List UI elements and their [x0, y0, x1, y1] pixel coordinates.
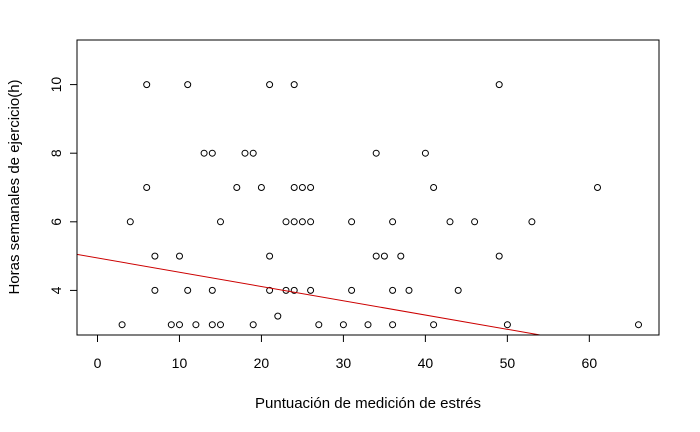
x-tick-label: 60 — [582, 355, 598, 371]
data-point — [208, 321, 216, 329]
data-point — [454, 286, 462, 294]
y-axis: 4 6 8 10 — [48, 77, 78, 294]
y-tick-label: 8 — [48, 149, 64, 157]
data-point — [348, 286, 356, 294]
data-point — [143, 184, 151, 191]
data-point — [495, 252, 503, 260]
y-axis-title: Horas semanales de ejercicio(h) — [6, 79, 23, 294]
data-point — [594, 184, 601, 191]
data-point — [249, 321, 257, 329]
x-axis-title: Puntuación de medición de estrés — [255, 395, 481, 412]
data-point — [176, 321, 183, 329]
data-point — [446, 218, 454, 226]
data-points — [118, 81, 642, 329]
data-point — [290, 81, 298, 89]
x-tick-label: 0 — [94, 355, 102, 371]
data-point — [430, 184, 438, 191]
data-point — [118, 321, 126, 329]
y-tick-label: 6 — [48, 218, 64, 226]
data-point — [266, 252, 274, 260]
data-point — [421, 149, 429, 157]
data-point — [266, 81, 274, 89]
data-point — [200, 149, 208, 157]
data-point — [241, 149, 249, 157]
data-point — [397, 252, 405, 260]
data-point — [176, 252, 183, 260]
data-point — [192, 321, 200, 329]
y-tick-label: 4 — [48, 286, 64, 294]
data-point — [495, 81, 503, 89]
data-point — [208, 286, 216, 294]
data-point — [151, 286, 159, 294]
x-tick-label: 20 — [254, 355, 270, 371]
data-point — [151, 252, 159, 260]
data-point — [307, 184, 315, 191]
data-point — [348, 218, 356, 226]
data-point — [208, 149, 216, 157]
data-point — [389, 321, 397, 329]
y-tick-label: 10 — [48, 77, 64, 93]
data-point — [471, 218, 479, 226]
data-point — [389, 286, 397, 294]
data-point — [266, 286, 274, 294]
data-point — [298, 184, 306, 191]
data-point — [339, 321, 347, 329]
x-tick-label: 10 — [172, 355, 188, 371]
data-point — [290, 218, 298, 226]
x-tick-label: 40 — [418, 355, 434, 371]
data-point — [372, 149, 380, 157]
data-point — [307, 286, 315, 294]
data-point — [126, 218, 134, 226]
x-tick-label: 30 — [336, 355, 352, 371]
x-axis: 0 10 20 30 40 50 60 — [94, 334, 598, 371]
data-point — [217, 218, 224, 226]
data-point — [315, 321, 323, 329]
data-point — [364, 321, 372, 329]
data-point — [528, 218, 536, 226]
data-point — [405, 286, 413, 294]
data-point — [298, 218, 306, 226]
data-point — [380, 252, 388, 260]
plot-frame — [76, 39, 660, 336]
regression-line — [76, 253, 541, 336]
data-point — [249, 149, 257, 157]
data-point — [143, 81, 151, 89]
data-point — [307, 218, 315, 226]
data-point — [290, 286, 298, 294]
data-point — [635, 321, 642, 329]
data-point — [389, 218, 397, 226]
data-point — [233, 184, 241, 191]
data-point — [372, 252, 380, 260]
data-point — [167, 321, 175, 329]
data-point — [282, 218, 290, 226]
data-point — [430, 321, 438, 329]
data-point — [184, 81, 192, 89]
data-point — [290, 184, 298, 191]
data-point — [503, 321, 511, 329]
x-tick-label: 50 — [500, 355, 516, 371]
data-point — [184, 286, 192, 294]
data-point — [274, 312, 282, 320]
data-point — [217, 321, 224, 329]
data-point — [257, 184, 265, 191]
